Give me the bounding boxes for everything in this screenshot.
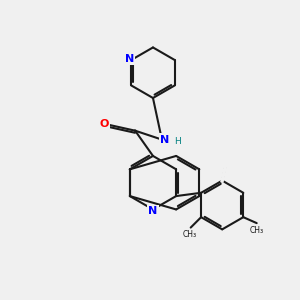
Text: N: N: [125, 54, 134, 64]
Text: CH₃: CH₃: [182, 230, 196, 239]
Text: H: H: [174, 137, 181, 146]
Text: O: O: [99, 119, 109, 129]
Text: N: N: [148, 206, 158, 216]
Text: N: N: [160, 135, 170, 145]
Text: CH₃: CH₃: [250, 226, 264, 235]
